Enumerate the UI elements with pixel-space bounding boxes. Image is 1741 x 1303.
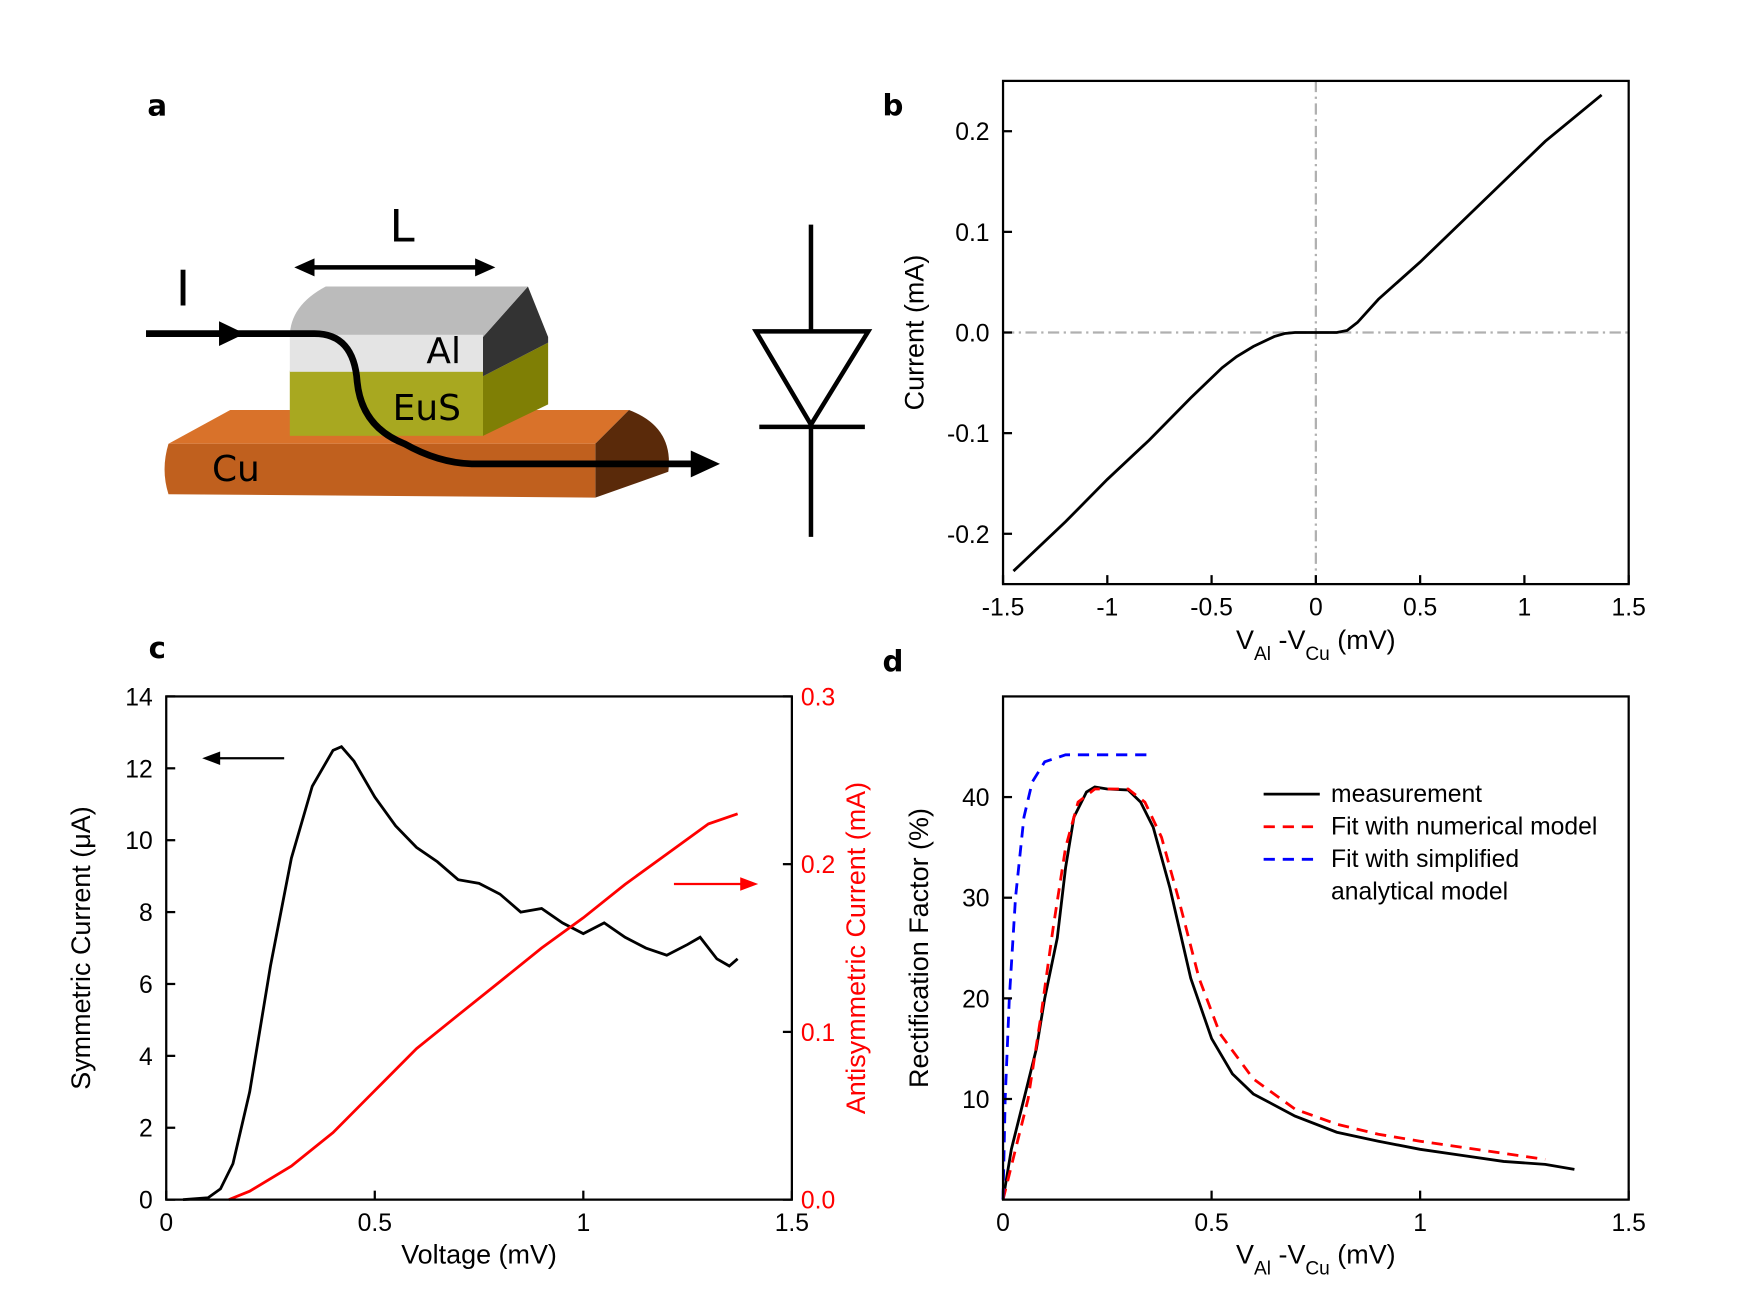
x-tick-label: 0 xyxy=(996,1210,1010,1237)
y2-tick-label: 0.2 xyxy=(801,852,835,879)
cu-front xyxy=(164,443,596,498)
data-line xyxy=(1001,753,1150,1200)
x-axis-label-part: -V xyxy=(1271,625,1305,655)
arrowhead xyxy=(475,258,496,277)
diode-triangle xyxy=(751,329,873,429)
al-front xyxy=(289,334,483,372)
y-tick-label: 40 xyxy=(962,785,989,812)
layer-label: Cu xyxy=(212,449,260,490)
legend-label: Fit with simplified analytical model xyxy=(1331,846,1519,906)
x-tick-label: 0 xyxy=(159,1210,173,1237)
y-tick-label: 8 xyxy=(139,900,153,927)
y-tick-label: -0.1 xyxy=(947,421,990,448)
y2-tick-label: 0.1 xyxy=(801,1020,835,1047)
length-label: L xyxy=(390,200,415,253)
al-side xyxy=(482,286,549,377)
device-diagram: L I Al EuS Cu xyxy=(146,200,873,537)
x-tick-label: 0.5 xyxy=(1403,595,1437,622)
y2-axis-label: Antisymmetric Current (mA) xyxy=(841,782,871,1114)
x-axis-label-part: Voltage (mV) xyxy=(401,1240,557,1270)
x-tick-label: 1.5 xyxy=(1612,1210,1646,1237)
x-tick-label: 1.5 xyxy=(1612,595,1646,622)
y-tick-label: 6 xyxy=(139,972,153,999)
x-axis-label-part: (mV) xyxy=(1330,625,1396,655)
y-tick-label: 14 xyxy=(125,684,153,711)
x-axis-label-part: V xyxy=(1236,625,1254,655)
panel-label: d xyxy=(883,645,904,679)
plot-frame xyxy=(165,695,793,1201)
x-tick-label: 1 xyxy=(1413,1210,1427,1237)
y-tick-label: 4 xyxy=(139,1044,153,1071)
y-tick-label: 12 xyxy=(125,756,152,783)
x-tick-label: 0.5 xyxy=(1194,1210,1228,1237)
y-tick-label: 0.0 xyxy=(955,320,989,347)
layer-label: Al xyxy=(426,331,461,372)
x-tick-label: 0.5 xyxy=(358,1210,392,1237)
x-tick-label: -1.5 xyxy=(982,595,1025,622)
arrowhead xyxy=(202,751,221,765)
x-axis-label-part: Al xyxy=(1254,644,1271,665)
plot-frame xyxy=(1001,695,1630,1201)
x-tick-label: -0.5 xyxy=(1190,595,1233,622)
cu-side xyxy=(595,410,669,498)
panel-label: c xyxy=(149,631,166,665)
panel-label: a xyxy=(147,89,167,123)
data-line xyxy=(228,812,739,1201)
x-axis-label: Voltage (mV) xyxy=(401,1240,557,1270)
eus-front xyxy=(289,370,483,436)
arrowhead xyxy=(219,321,245,346)
y-tick-label: 20 xyxy=(962,986,989,1013)
y-tick-label: 10 xyxy=(125,828,152,855)
current-label: I xyxy=(176,260,191,318)
data-line xyxy=(182,745,739,1202)
y-tick-label: 10 xyxy=(962,1087,989,1114)
data-line xyxy=(1001,785,1575,1200)
x-tick-label: 1 xyxy=(576,1210,590,1237)
x-tick-label: 1.5 xyxy=(775,1210,809,1237)
arrowhead xyxy=(690,450,720,478)
y-tick-label: 0.1 xyxy=(955,220,989,247)
panel-label: b xyxy=(883,89,904,123)
data-line xyxy=(1012,93,1603,573)
y-tick-label: 0 xyxy=(139,1188,153,1215)
current-path xyxy=(146,330,697,468)
y-tick-label: 0.2 xyxy=(955,119,989,146)
y-tick-label: 30 xyxy=(962,886,989,913)
x-tick-label: 1 xyxy=(1518,595,1532,622)
x-axis-label-part: Cu xyxy=(1305,1258,1329,1279)
legend-label: Fit with numerical model xyxy=(1331,814,1597,841)
x-axis-label-part: -V xyxy=(1271,1240,1305,1270)
y2-tick-label: 0.3 xyxy=(801,684,835,711)
x-tick-label: 0 xyxy=(1309,595,1323,622)
x-tick-label: -1 xyxy=(1096,595,1118,622)
eus-side xyxy=(482,342,549,436)
y-tick-label: -0.2 xyxy=(947,522,990,549)
x-axis-label: VAl -VCu (mV) xyxy=(1236,1240,1396,1280)
x-axis-label-part: V xyxy=(1236,1240,1254,1270)
y2-tick-label: 0.0 xyxy=(801,1188,835,1215)
x-axis-label: VAl -VCu (mV) xyxy=(1236,625,1396,665)
y-axis-label: Symmetric Current (μA) xyxy=(66,806,96,1089)
layer-label: EuS xyxy=(393,388,461,429)
y-axis-label: Rectification Factor (%) xyxy=(904,808,934,1088)
data-line xyxy=(1001,787,1546,1200)
legend-label: measurement xyxy=(1331,781,1482,808)
arrowhead xyxy=(294,258,315,277)
y-tick-label: 2 xyxy=(139,1116,153,1143)
x-axis-label-part: Cu xyxy=(1305,644,1329,665)
arrowhead xyxy=(740,877,759,891)
x-axis-label-part: (mV) xyxy=(1330,1240,1396,1270)
y-axis-label: Current (mA) xyxy=(899,255,929,411)
al-top xyxy=(289,286,528,337)
x-axis-label-part: Al xyxy=(1254,1258,1271,1279)
